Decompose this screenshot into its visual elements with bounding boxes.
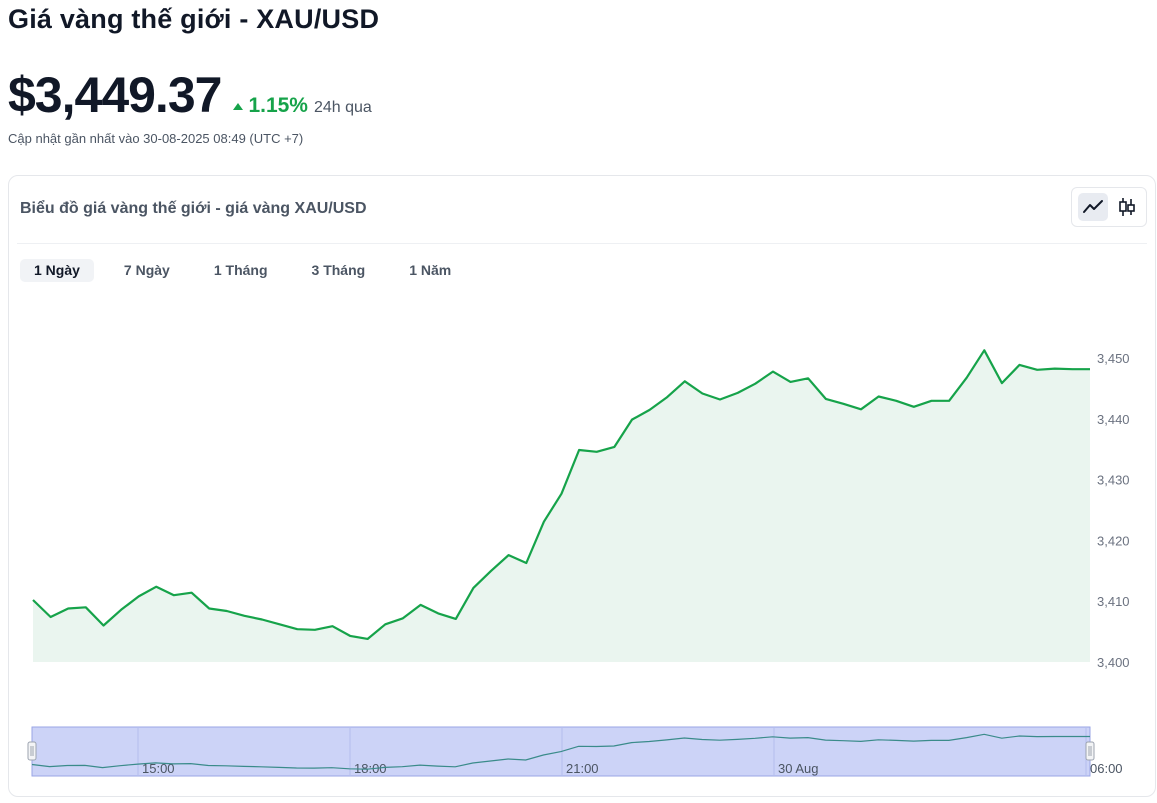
tab-1-day[interactable]: 1 Ngày xyxy=(20,259,94,282)
y-tick-label: 3,410 xyxy=(1097,594,1130,609)
price-line xyxy=(32,349,1090,641)
chart-type-toggle xyxy=(1071,187,1147,227)
price-area xyxy=(33,350,1090,662)
navigator-line xyxy=(31,733,1090,770)
tab-3-months[interactable]: 3 Tháng xyxy=(311,262,366,278)
card-divider xyxy=(17,243,1147,244)
navigator-time-label: 06:00 xyxy=(1090,761,1123,776)
tab-1-year[interactable]: 1 Năm xyxy=(409,262,452,278)
tab-1-month[interactable]: 1 Tháng xyxy=(213,262,268,278)
up-arrow-icon xyxy=(233,103,244,110)
chart-card-title: Biểu đồ giá vàng thế giới - giá vàng XAU… xyxy=(20,200,367,217)
range-tabs: 1 Ngày 7 Ngày 1 Tháng 3 Tháng 1 Năm xyxy=(20,259,481,282)
candlestick-icon xyxy=(1119,198,1135,216)
y-tick-label: 3,400 xyxy=(1097,655,1130,670)
page-title: Giá vàng thế giới - XAU/USD xyxy=(8,4,380,34)
candlestick-button[interactable] xyxy=(1112,193,1142,221)
navigator-time-label: 15:00 xyxy=(142,761,175,776)
price-change: 1.15% 24h qua xyxy=(233,94,372,118)
y-tick-label: 3,450 xyxy=(1097,351,1130,366)
navigator-right-handle[interactable] xyxy=(1085,741,1095,761)
current-price: $3,449.37 xyxy=(8,67,222,123)
y-tick-label: 3,420 xyxy=(1097,533,1130,548)
change-percent: 1.15% xyxy=(248,94,308,117)
change-period: 24h qua xyxy=(313,99,372,116)
line-chart-icon xyxy=(1083,200,1103,213)
navigator-left-handle[interactable] xyxy=(27,741,37,761)
navigator-time-label: 30 Aug xyxy=(778,761,819,776)
last-updated: Cập nhật gần nhất vào 30-08-2025 08:49 (… xyxy=(8,131,304,146)
navigator-time-label: 21:00 xyxy=(566,761,599,776)
y-tick-label: 3,430 xyxy=(1097,473,1130,488)
price-row: $3,449.37 1.15% 24h qua xyxy=(8,70,372,120)
line-chart-button[interactable] xyxy=(1078,193,1108,221)
tab-7-days[interactable]: 7 Ngày xyxy=(123,262,170,278)
y-tick-label: 3,440 xyxy=(1097,412,1130,427)
